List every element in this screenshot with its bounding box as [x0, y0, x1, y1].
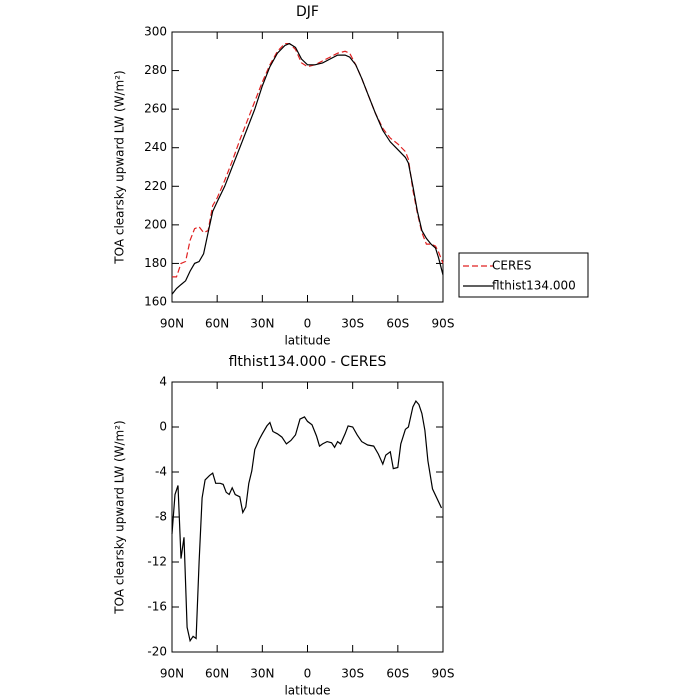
legend-label: CERES: [492, 259, 532, 273]
y-tick-label: -4: [155, 465, 167, 479]
y-tick-label: 300: [144, 25, 167, 39]
data-line: [172, 43, 444, 278]
y-tick-label: -8: [155, 510, 167, 524]
plot-frame: [171, 381, 444, 653]
y-tick-label: -20: [147, 645, 167, 659]
x-tick-label: 30S: [341, 667, 364, 681]
x-axis-label: latitude: [284, 334, 330, 348]
legend-box: [458, 252, 589, 298]
chart-title: DJF: [296, 4, 319, 20]
data-line: [171, 42, 444, 295]
y-tick-label: 180: [144, 256, 167, 270]
chart-title: flthist134.000 - CERES: [229, 354, 387, 370]
x-tick-label: 60S: [386, 317, 409, 331]
y-tick-label: 280: [144, 63, 167, 77]
y-axis-label: TOA clearsky upward LW (W/m²): [113, 70, 127, 264]
y-tick-label: -12: [147, 555, 167, 569]
x-tick-label: 60N: [205, 667, 229, 681]
y-tick-label: 260: [144, 102, 167, 116]
x-tick-label: 0: [304, 317, 312, 331]
x-tick-label: 60N: [205, 317, 229, 331]
y-tick-label: 160: [144, 295, 167, 309]
x-tick-label: 90S: [432, 667, 455, 681]
x-tick-label: 90N: [160, 667, 184, 681]
y-tick-label: 0: [159, 420, 167, 434]
x-tick-label: 60S: [386, 667, 409, 681]
plot-frame: [171, 31, 444, 303]
x-tick-label: 90S: [432, 317, 455, 331]
y-tick-label: -16: [147, 600, 167, 614]
x-tick-label: 30S: [341, 317, 364, 331]
x-axis-label: latitude: [284, 684, 330, 698]
x-tick-label: 30N: [250, 317, 274, 331]
y-tick-label: 220: [144, 179, 167, 193]
y-tick-label: 200: [144, 217, 167, 231]
x-tick-label: 90N: [160, 317, 184, 331]
x-tick-label: 30N: [250, 667, 274, 681]
y-tick-label: 240: [144, 140, 167, 154]
legend-label: flthist134.000: [492, 279, 576, 293]
data-line: [171, 400, 443, 643]
y-axis-label: TOA clearsky upward LW (W/m²): [113, 420, 127, 614]
y-tick-label: 4: [159, 375, 167, 389]
x-tick-label: 0: [304, 667, 312, 681]
